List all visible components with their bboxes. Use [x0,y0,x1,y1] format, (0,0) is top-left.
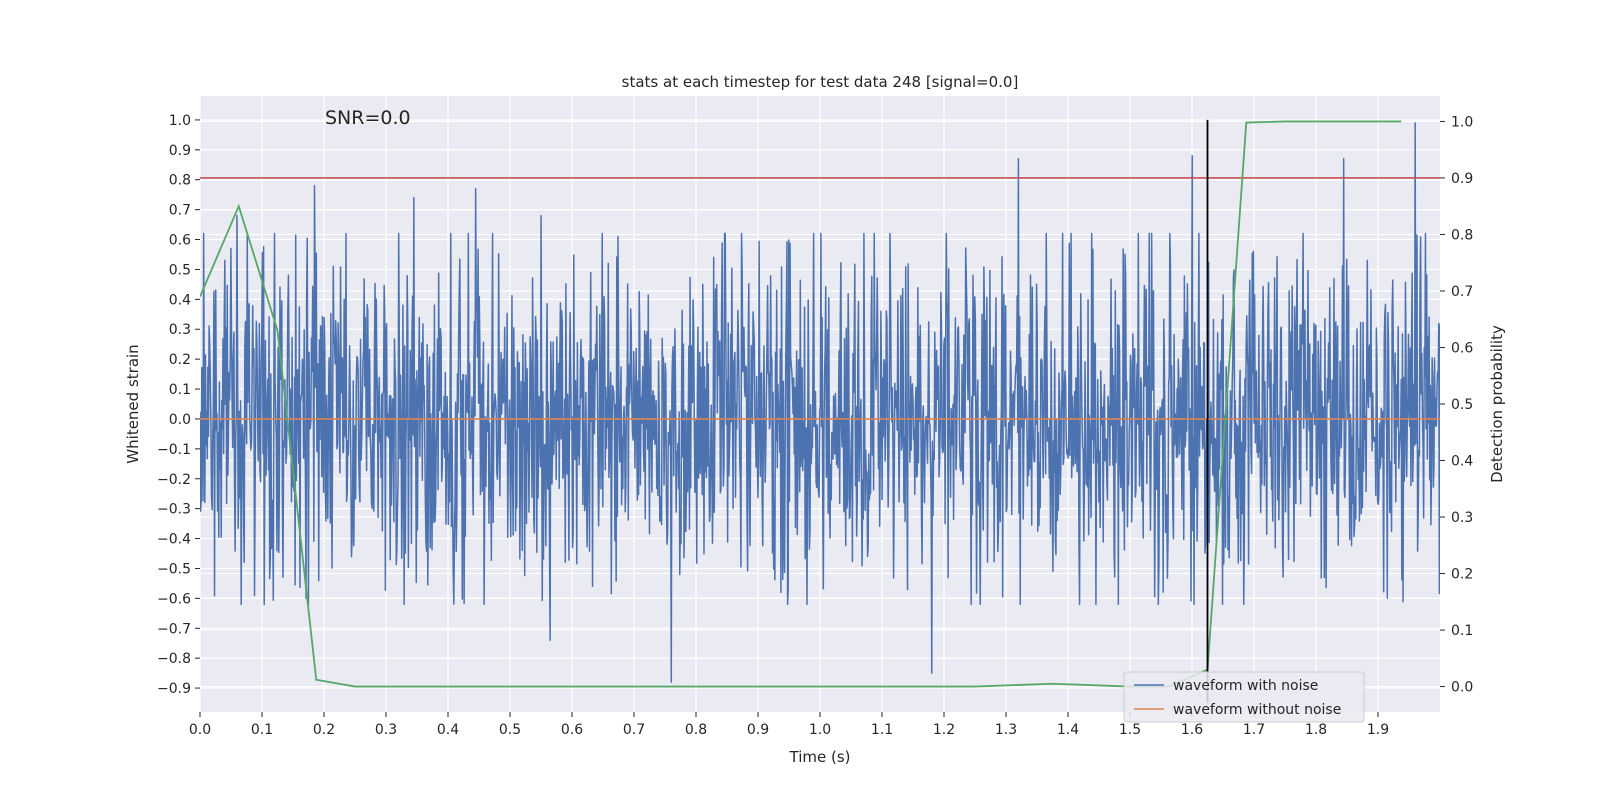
chart-marks [200,119,1440,704]
y-tick-label: 0.5 [169,262,191,278]
y2-tick-label: 0.8 [1451,227,1473,243]
y-tick-label: −0.1 [157,442,191,458]
y-tick-label: 0.9 [169,143,191,159]
y2-tick-label: 0.1 [1451,623,1473,639]
x-axis-label: Time (s) [789,748,851,766]
x-tick-label: 0.8 [685,722,707,738]
legend-label-noise: waveform with noise [1173,678,1318,694]
x-tick-label: 1.8 [1305,722,1327,738]
y2-tick-label: 0.7 [1451,284,1473,300]
y2-tick-label: 1.0 [1451,114,1473,130]
x-tick-label: 1.7 [1243,722,1265,738]
y-tick-label: 0.1 [169,382,191,398]
y-tick-label: 0.6 [169,233,191,249]
y-tick-label: −0.7 [157,621,191,637]
y-tick-label: 0.4 [169,292,191,308]
legend: waveform with noise waveform without noi… [1123,671,1365,723]
x-tick-label: 0.6 [561,722,583,738]
x-tick-label: 1.1 [871,722,893,738]
y-tick-label: 1.0 [169,113,191,129]
x-tick-label: 0.0 [189,722,211,738]
x-tick-label: 0.5 [499,722,521,738]
legend-box [1123,671,1365,723]
legend-label-clean: waveform without noise [1173,702,1341,718]
y2-tick-label: 0.5 [1451,397,1473,413]
y2-tick-label: 0.2 [1451,567,1473,583]
y2-axis-label: Detection probability [1488,325,1506,483]
y-axis-label: Whitened strain [124,344,142,463]
y-tick-label: 0.2 [169,352,191,368]
x-tick-label: 0.4 [437,722,459,738]
x-tick-label: 1.5 [1119,722,1141,738]
x-tick-label: 1.0 [809,722,831,738]
x-tick-label: 1.4 [1057,722,1079,738]
x-tick-label: 0.3 [375,722,397,738]
y-tick-label: −0.8 [157,651,191,667]
y-tick-label: 0.8 [169,173,191,189]
y-tick-label: −0.4 [157,532,191,548]
x-tick-label: 1.6 [1181,722,1203,738]
y-tick-label: 0.3 [169,322,191,338]
x-tick-label: 1.2 [933,722,955,738]
x-tick-label: 1.9 [1367,722,1389,738]
y-tick-label: −0.3 [157,502,191,518]
y2-tick-label: 0.0 [1451,680,1473,696]
x-tick-label: 0.1 [251,722,273,738]
series-detection-probability [200,120,1402,688]
series-waveform-with-noise [200,122,1440,683]
y-tick-label: −0.9 [157,681,191,697]
x-tick-label: 0.7 [623,722,645,738]
x-tick-label: 1.3 [995,722,1017,738]
axes: 0.0 0.1 0.2 0.3 0.4 0.5 0.6 0.7 0.8 0.9 1.0 1.1 1.2 1… [157,113,1473,738]
y-tick-label: −0.2 [157,472,191,488]
y2-tick-label: 0.6 [1451,340,1473,356]
y2-tick-label: 0.4 [1451,454,1473,470]
x-tick-label: 0.9 [747,722,769,738]
x-tick-label: 0.2 [313,722,335,738]
y2-tick-label: 0.3 [1451,510,1473,526]
y2-tick-label: 0.9 [1451,171,1473,187]
y-tick-label: 0.7 [169,203,191,219]
chart-title: stats at each timestep for test data 248… [622,73,1019,91]
snr-annotation: SNR=0.0 [325,107,411,129]
y-tick-label: −0.6 [157,591,191,607]
y-tick-label: 0.0 [169,412,191,428]
y-tick-label: −0.5 [157,561,191,577]
